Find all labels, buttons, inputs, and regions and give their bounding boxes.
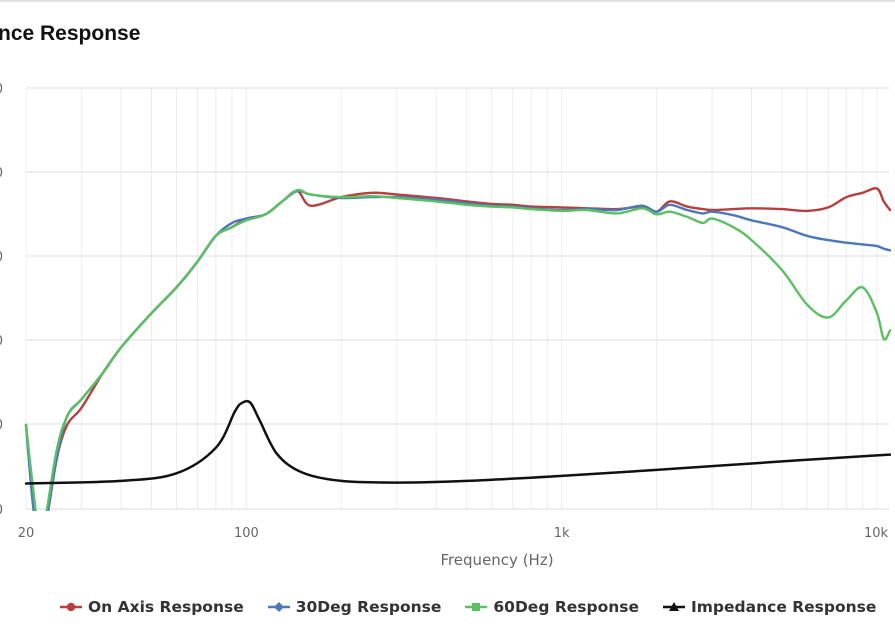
legend-symbol-diamond-icon bbox=[267, 602, 290, 612]
top-divider bbox=[0, 0, 895, 2]
x-tick-label: 100 bbox=[234, 526, 259, 541]
legend-symbol-circle-icon bbox=[60, 602, 82, 612]
y-tick-labels: 0 0 0 0 0 0 bbox=[0, 82, 3, 518]
series-line-30deg-response bbox=[24, 189, 891, 511]
legend-symbol-square-icon bbox=[465, 603, 488, 611]
y-tick-label: 0 bbox=[0, 166, 3, 181]
y-tick-label: 0 bbox=[0, 503, 3, 518]
legend-label: 60Deg Response bbox=[493, 598, 640, 616]
chart-title: nce Response bbox=[0, 22, 141, 45]
x-tick-label: 20 bbox=[18, 526, 35, 541]
series-line-60deg-response bbox=[24, 188, 891, 511]
grid-layer bbox=[25, 87, 889, 510]
x-tick-label: 1k bbox=[554, 526, 570, 541]
legend-item-impedance-response[interactable]: Impedance Response bbox=[663, 598, 876, 616]
legend-symbol-triangle-icon bbox=[663, 602, 686, 611]
series-line-on-axis-response bbox=[24, 187, 891, 511]
y-tick-label: 0 bbox=[0, 250, 3, 265]
x-axis-title: Frequency (Hz) bbox=[440, 551, 553, 569]
legend-item-30deg-response[interactable]: 30Deg Response bbox=[267, 598, 442, 616]
y-tick-label: 0 bbox=[0, 82, 3, 97]
legend-label: 30Deg Response bbox=[295, 598, 442, 616]
legend-item-60deg-response[interactable]: 60Deg Response bbox=[465, 598, 639, 616]
legend-item-on-axis-response[interactable]: On Axis Response bbox=[60, 598, 244, 616]
series-layer bbox=[24, 187, 891, 511]
legend-label: On Axis Response bbox=[88, 598, 244, 616]
y-tick-label: 0 bbox=[0, 334, 3, 349]
y-tick-label: 0 bbox=[0, 418, 3, 433]
legend-label: Impedance Response bbox=[691, 598, 877, 616]
x-tick-labels: 20 100 1k 10k bbox=[18, 526, 889, 541]
chart-plot-svg: 0 0 0 0 0 0 20 100 1k 10k Frequency (Hz) bbox=[0, 82, 891, 569]
series-line-impedance-response bbox=[24, 399, 891, 485]
chart-legend: On Axis Response 30Deg Response 60Deg Resp… bbox=[60, 596, 895, 618]
x-tick-label: 10k bbox=[864, 526, 889, 541]
